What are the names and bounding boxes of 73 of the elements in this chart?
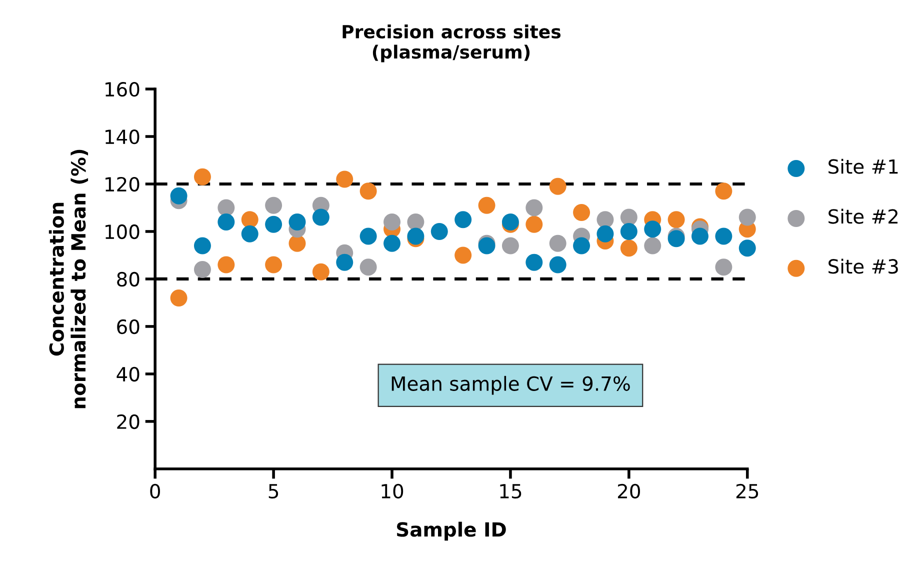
point — [738, 240, 756, 257]
point — [384, 234, 401, 252]
y-axis-title: Concentration normalized to Mean (%) — [48, 150, 88, 408]
point — [549, 256, 566, 274]
point — [596, 225, 614, 242]
point — [526, 216, 543, 233]
point — [478, 196, 496, 214]
point — [573, 237, 590, 254]
x-tick-label: 5 — [268, 484, 278, 499]
point — [312, 208, 330, 226]
y-tick-label: 100 — [106, 224, 140, 240]
point — [288, 213, 306, 230]
point — [312, 263, 330, 280]
point — [265, 196, 282, 214]
point — [644, 220, 662, 238]
chart-title: Precision across sites (plasma/serum) — [342, 24, 561, 62]
legend-label: Site #1 — [828, 158, 898, 174]
point — [170, 187, 188, 204]
point — [430, 222, 448, 240]
point — [194, 237, 211, 254]
point — [407, 213, 424, 230]
point — [691, 228, 708, 245]
y-tick-label: 40 — [116, 366, 140, 382]
point — [715, 228, 732, 245]
point — [454, 246, 472, 264]
point — [549, 178, 566, 195]
x-tick-label: 20 — [618, 484, 640, 499]
point — [218, 213, 235, 230]
y-tick-label: 60 — [117, 319, 140, 334]
y-tick-label: 80 — [117, 272, 140, 287]
point — [360, 228, 377, 245]
point — [596, 211, 614, 228]
legend-label: Site #2 — [828, 208, 898, 224]
x-tick-label: 0 — [150, 484, 160, 499]
point — [715, 182, 732, 200]
point — [218, 199, 235, 216]
point — [644, 237, 662, 254]
point — [668, 211, 685, 228]
point — [715, 258, 732, 276]
point — [573, 204, 590, 221]
point — [170, 289, 188, 306]
point — [218, 256, 235, 274]
x-tick-label: 25 — [736, 484, 758, 499]
point — [620, 208, 638, 226]
annotation: Mean sample CV = 9.7% — [392, 376, 630, 395]
y-tick-label: 120 — [106, 176, 140, 192]
legend-label: Site #3 — [828, 258, 898, 274]
point — [526, 254, 543, 271]
point — [241, 225, 258, 242]
point — [265, 256, 282, 274]
point — [738, 208, 756, 226]
point — [336, 254, 354, 271]
x-tick-label: 15 — [500, 484, 522, 499]
y-tick-label: 160 — [106, 82, 140, 97]
point — [620, 222, 638, 240]
point — [526, 199, 543, 216]
y-tick-label: 140 — [106, 129, 140, 144]
point — [549, 234, 566, 252]
point — [265, 216, 282, 233]
point — [384, 213, 401, 230]
point — [360, 182, 377, 200]
point — [336, 170, 354, 188]
x-axis-title: Sample ID — [396, 522, 506, 541]
point — [194, 168, 211, 186]
point — [360, 258, 377, 276]
y-tick-label: 20 — [117, 414, 140, 430]
point — [502, 237, 519, 254]
point — [454, 211, 472, 228]
point — [241, 211, 258, 228]
point — [620, 240, 638, 257]
point — [194, 260, 211, 278]
x-tick-label: 10 — [382, 484, 404, 499]
point — [288, 234, 306, 252]
